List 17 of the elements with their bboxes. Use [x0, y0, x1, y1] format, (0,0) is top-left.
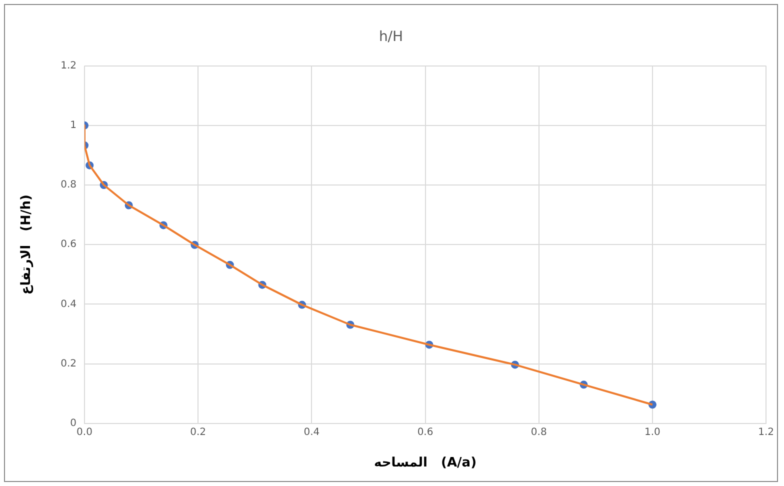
- y-axis-title: الارتفاع (H/h): [19, 194, 34, 295]
- y-tick-label: 0.8: [60, 180, 77, 191]
- chart-title: h/H: [378, 29, 404, 46]
- y-tick-label: 1.2: [60, 60, 77, 72]
- x-axis-title: المساحه (A/a): [374, 456, 477, 471]
- x-tick-label: 0.4: [304, 426, 320, 438]
- y-tick-label: 0: [70, 418, 77, 429]
- x-tick-label: 0.0: [76, 426, 92, 438]
- y-tick-label: 1: [70, 120, 77, 131]
- y-tick-label: 0.4: [60, 298, 77, 310]
- x-tick-label: 1.0: [644, 426, 660, 438]
- y-tick-label: 0.6: [60, 239, 77, 250]
- y-tick-label: 0.2: [60, 358, 77, 370]
- x-tick-label: 0.6: [417, 426, 434, 438]
- x-tick-label: 0.8: [530, 426, 547, 438]
- x-tick-label: 1.2: [758, 426, 774, 438]
- x-tick-label: 0.2: [190, 426, 206, 438]
